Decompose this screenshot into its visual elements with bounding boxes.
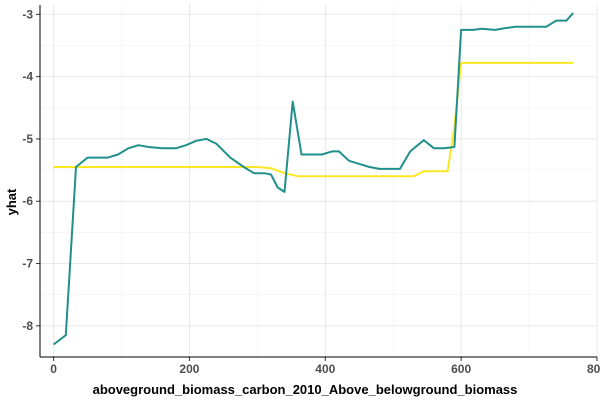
y-tick-label: -3 — [22, 7, 33, 21]
series-layer — [52, 12, 574, 346]
tick-labels: 0 200 400 600 800 -8 -7 -6 -5 -4 -3 — [22, 7, 600, 376]
y-tick-label: -5 — [22, 132, 33, 146]
grid — [40, 5, 598, 357]
y-tick-label: -8 — [22, 319, 33, 333]
y-tick-label: -6 — [22, 194, 33, 208]
x-tick-label: 800 — [587, 362, 600, 376]
x-tick-label: 400 — [315, 362, 335, 376]
x-tick-label: 0 — [50, 362, 57, 376]
y-tick-label: -4 — [22, 70, 33, 84]
x-axis-title: aboveground_biomass_carbon_2010_Above_be… — [93, 382, 518, 397]
y-axis-title: yhat — [4, 188, 19, 215]
x-tick-label: 600 — [451, 362, 471, 376]
axes — [36, 5, 598, 361]
series-line-2 — [53, 61, 574, 178]
y-tick-label: -7 — [22, 257, 33, 271]
series-line-1 — [52, 12, 574, 346]
x-tick-label: 200 — [179, 362, 199, 376]
